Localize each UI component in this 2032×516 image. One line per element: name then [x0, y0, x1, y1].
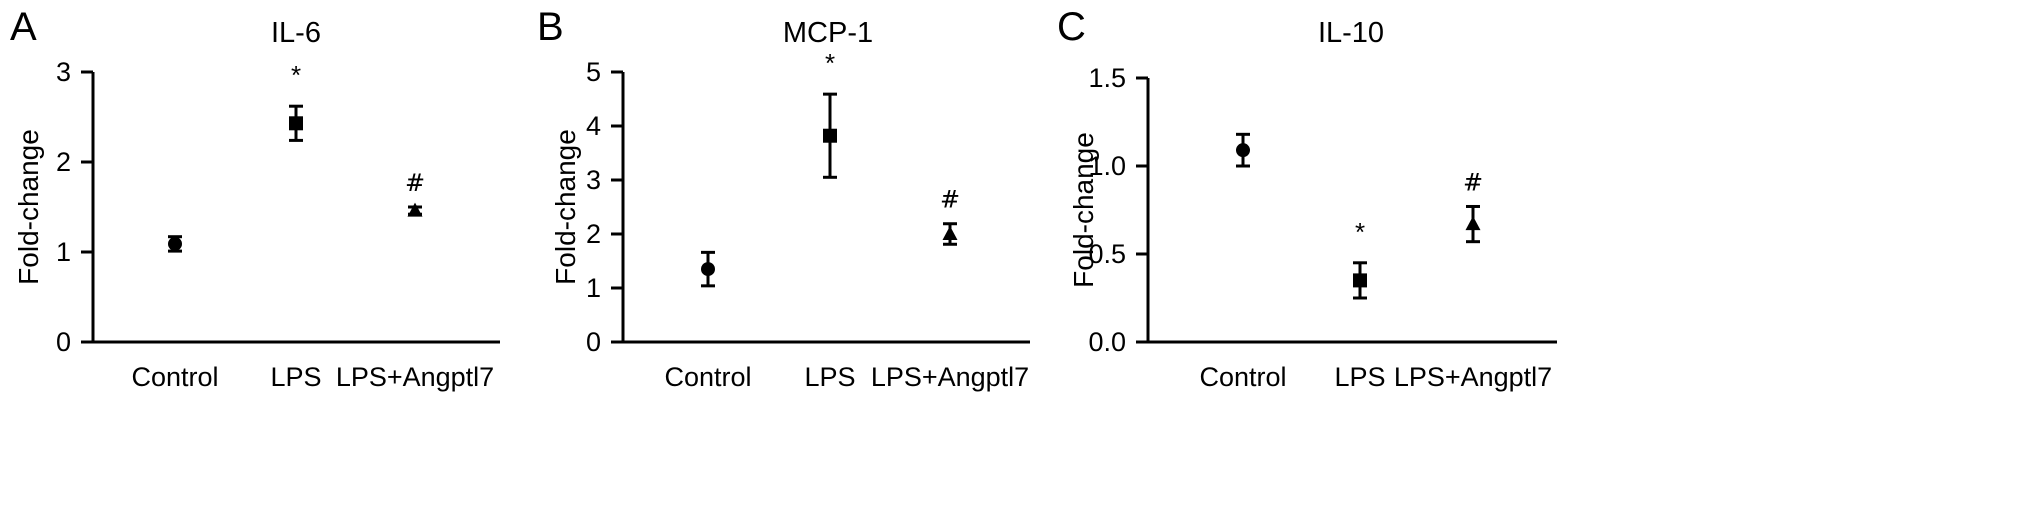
y-tick-label: 1 — [56, 237, 71, 267]
y-axis-label: Fold-change — [550, 129, 581, 285]
data-point-triangle — [407, 202, 423, 217]
y-tick-label: 4 — [586, 111, 601, 141]
significance-asterisk: * — [291, 60, 301, 90]
data-point-square — [1353, 273, 1367, 288]
y-tick-label: 3 — [586, 165, 601, 195]
significance-asterisk: * — [825, 48, 835, 78]
data-point-circle — [1236, 143, 1250, 158]
panel-letter: B — [537, 5, 564, 49]
y-tick-label: 2 — [56, 147, 71, 177]
y-tick-label: 0 — [56, 327, 71, 357]
data-point-triangle — [942, 226, 958, 240]
y-axis-label: Fold-change — [1068, 132, 1099, 288]
y-tick-label: 1.5 — [1088, 63, 1126, 93]
significance-asterisk: * — [1355, 217, 1365, 247]
data-point-circle — [168, 236, 182, 251]
x-tick-label: LPS+Angptl7 — [871, 362, 1029, 392]
panel-letter: A — [10, 5, 37, 49]
x-tick-label: LPS+Angptl7 — [336, 362, 494, 392]
data-point-triangle — [1465, 216, 1481, 231]
x-tick-label: Control — [131, 362, 218, 392]
y-tick-label: 0.0 — [1088, 327, 1126, 357]
x-tick-label: LPS — [804, 362, 855, 392]
hash-annotation: # — [405, 169, 425, 197]
chart-title: IL-6 — [271, 17, 321, 49]
x-tick-label: LPS+Angptl7 — [1394, 362, 1552, 392]
y-tick-label: 1 — [586, 273, 601, 303]
y-tick-label: 2 — [586, 219, 601, 249]
chart-title: MCP-1 — [783, 17, 873, 49]
chart-panel-a: A IL-6 0 1 2 3 Fold-change Control LPS LPS+Angptl… — [10, 5, 500, 392]
y-tick-label: 0 — [586, 327, 601, 357]
chart-panel-b: B MCP-1 0 1 2 3 4 5 Fold-change Control LPS LPS+Ang… — [537, 5, 1030, 392]
x-tick-label: Control — [664, 362, 751, 392]
y-axis-label: Fold-change — [13, 129, 44, 285]
data-point-square — [289, 116, 303, 131]
x-tick-label: LPS — [1334, 362, 1385, 392]
y-tick-label: 1.0 — [1088, 151, 1126, 181]
hash-annotation: # — [1463, 168, 1483, 196]
data-point-square — [823, 128, 837, 143]
chart-title: IL-10 — [1318, 17, 1384, 49]
hash-annotation: # — [940, 186, 960, 214]
panel-letter: C — [1057, 5, 1086, 49]
y-tick-label: 3 — [56, 57, 71, 87]
y-tick-label: 5 — [586, 57, 601, 87]
x-tick-label: LPS — [270, 362, 321, 392]
x-tick-label: Control — [1199, 362, 1286, 392]
y-tick-label: 0.5 — [1088, 239, 1126, 269]
chart-panel-c: C IL-10 0.0 0.5 1.0 1.5 Fold-change Control LPS L… — [1057, 5, 1557, 392]
data-point-circle — [701, 262, 715, 277]
